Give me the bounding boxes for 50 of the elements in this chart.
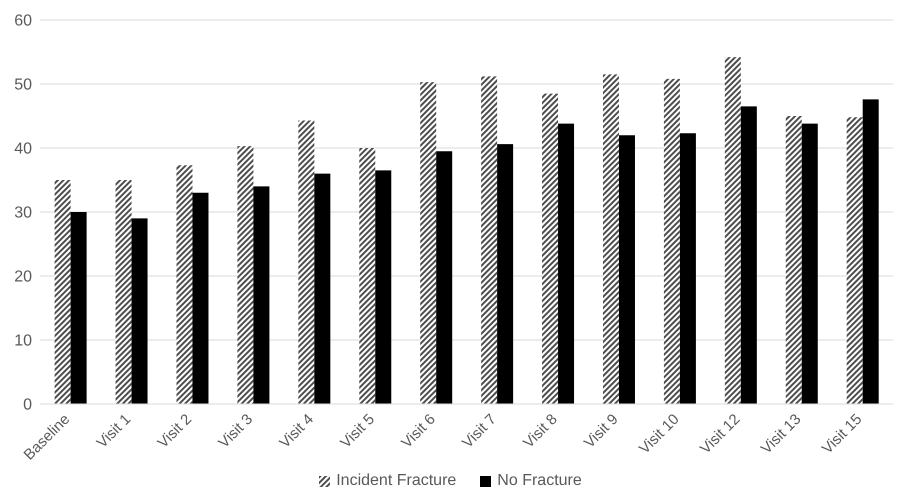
bar [192,192,208,404]
x-tick-label: Visit 4 [276,410,318,452]
bar [680,133,696,404]
bar [558,124,574,404]
bar [420,82,436,404]
bar [802,124,818,404]
bar [846,117,863,404]
bar [176,165,192,404]
bar [359,148,376,404]
bar [253,186,270,404]
x-tick-label: Visit 3 [215,410,256,452]
bar [664,78,680,404]
bar [116,180,132,404]
y-tick-label: 50 [14,76,32,94]
x-tick-label: Visit 8 [520,410,561,452]
x-tick-label: Visit 7 [459,410,500,452]
legend-label: Incident Fracture [335,472,456,490]
bar [862,99,879,404]
bar [724,57,741,404]
bar [314,174,330,404]
legend-label: No Fracture [496,472,582,490]
y-tick-label: 0 [23,396,32,414]
y-tick-label: 60 [14,12,32,30]
bar [54,180,71,404]
x-tick-label: Visit 15 [818,410,866,458]
x-tick-label: Visit 6 [398,410,439,452]
x-tick-label: Visit 2 [154,410,196,452]
y-tick-label: 30 [14,204,32,222]
bar [602,74,619,404]
bar [298,120,314,404]
x-tick-label: Visit 5 [337,410,378,452]
y-tick-label: 10 [14,332,32,350]
bar [132,218,148,404]
x-tick-label: Visit 1 [94,410,134,452]
bar [618,135,635,404]
bar [436,151,452,404]
bar [375,170,392,404]
bar [497,144,514,404]
x-tick-label: Visit 9 [580,410,622,452]
bar [237,146,254,404]
bar [542,94,558,404]
bar [70,212,87,404]
y-tick-label: 40 [14,140,32,158]
bar [786,116,802,404]
x-tick-label: Visit 13 [758,410,804,458]
x-tick-label: Visit 12 [696,410,744,458]
y-tick-label: 20 [14,268,32,286]
bar [740,106,757,404]
x-tick-label: Visit 10 [636,410,683,458]
bar [481,76,498,404]
